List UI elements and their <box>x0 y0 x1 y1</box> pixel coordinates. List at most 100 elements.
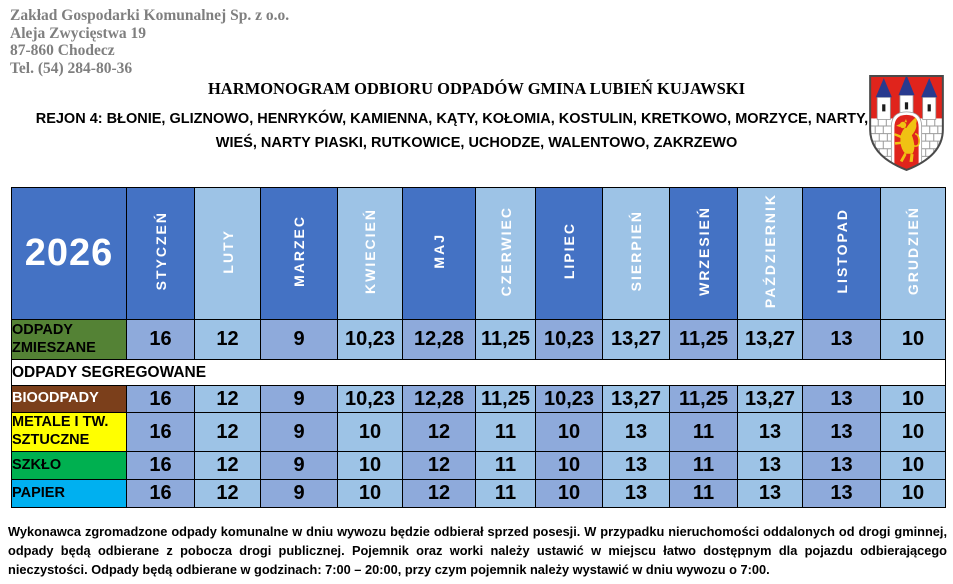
pickup-days: 13 <box>737 479 803 508</box>
footer-note: Wykonawca zgromadzone odpady komunalne w… <box>8 524 947 577</box>
pickup-days: 12 <box>402 412 476 452</box>
schedule-row: SZKŁO 16 12 9 10 12 11 10 13 11 13 13 10 <box>11 451 946 480</box>
pickup-days: 13,27 <box>737 385 803 413</box>
section-row: ODPADY SEGREGOWANE <box>11 359 946 386</box>
month-label: LIPIEC <box>561 222 577 280</box>
pickup-days: 11,25 <box>475 319 536 360</box>
company-street: Aleja Zwycięstwa 19 <box>10 24 147 42</box>
pickup-days: 12,28 <box>402 385 476 413</box>
pickup-days: 9 <box>260 451 338 480</box>
pickup-days: 12,28 <box>402 319 476 360</box>
pickup-days: 10,23 <box>535 319 603 360</box>
pickup-days: 10,23 <box>337 319 403 360</box>
pickup-days: 13,27 <box>602 319 670 360</box>
year-cell: 2026 <box>11 187 127 320</box>
pickup-days: 13 <box>802 451 881 480</box>
pickup-days: 13 <box>802 385 881 413</box>
pickup-days: 16 <box>126 385 195 413</box>
schedule-row: PAPIER 16 12 9 10 12 11 10 13 11 13 13 10 <box>11 479 946 508</box>
pickup-days: 13,27 <box>602 385 670 413</box>
pickup-days: 10 <box>337 479 403 508</box>
pickup-days: 16 <box>126 319 195 360</box>
waste-type-label: PAPIER <box>11 479 127 508</box>
pickup-days: 13 <box>602 479 670 508</box>
month-header-8: SIERPIEŃ <box>602 187 670 320</box>
month-header-7: LIPIEC <box>535 187 603 320</box>
pickup-days: 13 <box>737 412 803 452</box>
pickup-days: 13,27 <box>737 319 803 360</box>
pickup-days: 13 <box>802 479 881 508</box>
pickup-days: 10 <box>337 412 403 452</box>
pickup-schedule-table: 2026 STYCZEŃ LUTY MARZEC KWIECIEŃ MAJ CZERWIE… <box>11 187 946 508</box>
month-header-10: PAŹDZIERNIK <box>737 187 803 320</box>
pickup-days: 9 <box>260 385 338 413</box>
pickup-days: 13 <box>602 451 670 480</box>
pickup-days: 13 <box>602 412 670 452</box>
pickup-days: 10 <box>880 451 946 480</box>
pickup-days: 12 <box>194 451 261 480</box>
pickup-days: 10,23 <box>337 385 403 413</box>
pickup-days: 12 <box>402 451 476 480</box>
pickup-days: 13 <box>737 451 803 480</box>
company-info: Zakład Gospodarki Komunalnej Sp. z o.o. … <box>10 7 289 77</box>
month-label: GRUDZIEŃ <box>905 206 921 296</box>
pickup-days: 11 <box>669 451 738 480</box>
schedule-row: METALE I TW. SZTUCZNE 16 12 9 10 12 11 10 13 11 13… <box>11 412 946 452</box>
month-label: WRZESIEŃ <box>695 206 712 296</box>
month-label: SIERPIEŃ <box>628 210 644 292</box>
month-label: LUTY <box>219 228 236 274</box>
month-label: KWIECIEŃ <box>362 208 378 294</box>
pickup-days: 11 <box>475 412 536 452</box>
pickup-days: 11 <box>475 479 536 508</box>
pickup-days: 13 <box>802 412 881 452</box>
waste-type-label: ODPADY ZMIESZANE <box>11 319 127 360</box>
region-localities: REJON 4: BŁONIE, GLIZNOWO, HENRYKÓW, KAM… <box>35 111 918 151</box>
month-header-6: CZERWIEC <box>475 187 536 320</box>
pickup-days: 10,23 <box>535 385 603 413</box>
pickup-days: 11,25 <box>669 385 738 413</box>
month-label: MAJ <box>431 233 447 269</box>
pickup-days: 9 <box>260 479 338 508</box>
pickup-days: 12 <box>194 412 261 452</box>
pickup-days: 16 <box>126 412 195 452</box>
waste-type-label: SZKŁO <box>11 451 127 480</box>
pickup-days: 10 <box>880 479 946 508</box>
griffin-icon <box>894 117 920 163</box>
pickup-days: 9 <box>260 412 338 452</box>
pickup-days: 12 <box>402 479 476 508</box>
coat-of-arms-icon <box>863 71 950 175</box>
pickup-days: 11 <box>669 479 738 508</box>
month-header-2: LUTY <box>194 187 261 320</box>
pickup-days: 11 <box>669 412 738 452</box>
month-header-4: KWIECIEŃ <box>337 187 403 320</box>
month-label: MARZEC <box>291 215 307 287</box>
pickup-days: 11 <box>475 451 536 480</box>
month-header-1: STYCZEŃ <box>126 187 195 320</box>
month-label: PAŹDZIERNIK <box>762 193 778 309</box>
pickup-days: 16 <box>126 451 195 480</box>
pickup-days: 9 <box>260 319 338 360</box>
schedule-row: ODPADY ZMIESZANE 16 12 9 10,23 12,28 11,25 10,2… <box>11 319 946 360</box>
company-phone: Tel. (54) 284-80-36 <box>10 59 133 77</box>
pickup-days: 10 <box>535 451 603 480</box>
pickup-days: 10 <box>535 479 603 508</box>
waste-type-label: BIOODPADY <box>11 385 127 413</box>
pickup-days: 12 <box>194 385 261 413</box>
pickup-days: 11,25 <box>669 319 738 360</box>
page-title: HARMONOGRAM ODBIORU ODPADÓW GMINA LUBIEŃ… <box>207 79 746 98</box>
pickup-days: 10 <box>880 412 946 452</box>
pickup-days: 16 <box>126 479 195 508</box>
month-header-12: GRUDZIEŃ <box>880 187 946 320</box>
month-label: LISTOPAD <box>833 208 850 294</box>
month-header-5: MAJ <box>402 187 476 320</box>
months-header-row: 2026 STYCZEŃ LUTY MARZEC KWIECIEŃ MAJ CZERWIE… <box>11 187 946 320</box>
month-header-9: WRZESIEŃ <box>669 187 738 320</box>
pickup-days: 13 <box>802 319 881 360</box>
pickup-days: 10 <box>535 412 603 452</box>
pickup-days: 10 <box>880 385 946 413</box>
month-header-11: LISTOPAD <box>802 187 881 320</box>
month-label: CZERWIEC <box>497 205 514 297</box>
schedule-row: BIOODPADY 16 12 9 10,23 12,28 11,25 10,23 13,27 1… <box>11 385 946 413</box>
pickup-days: 10 <box>880 319 946 360</box>
